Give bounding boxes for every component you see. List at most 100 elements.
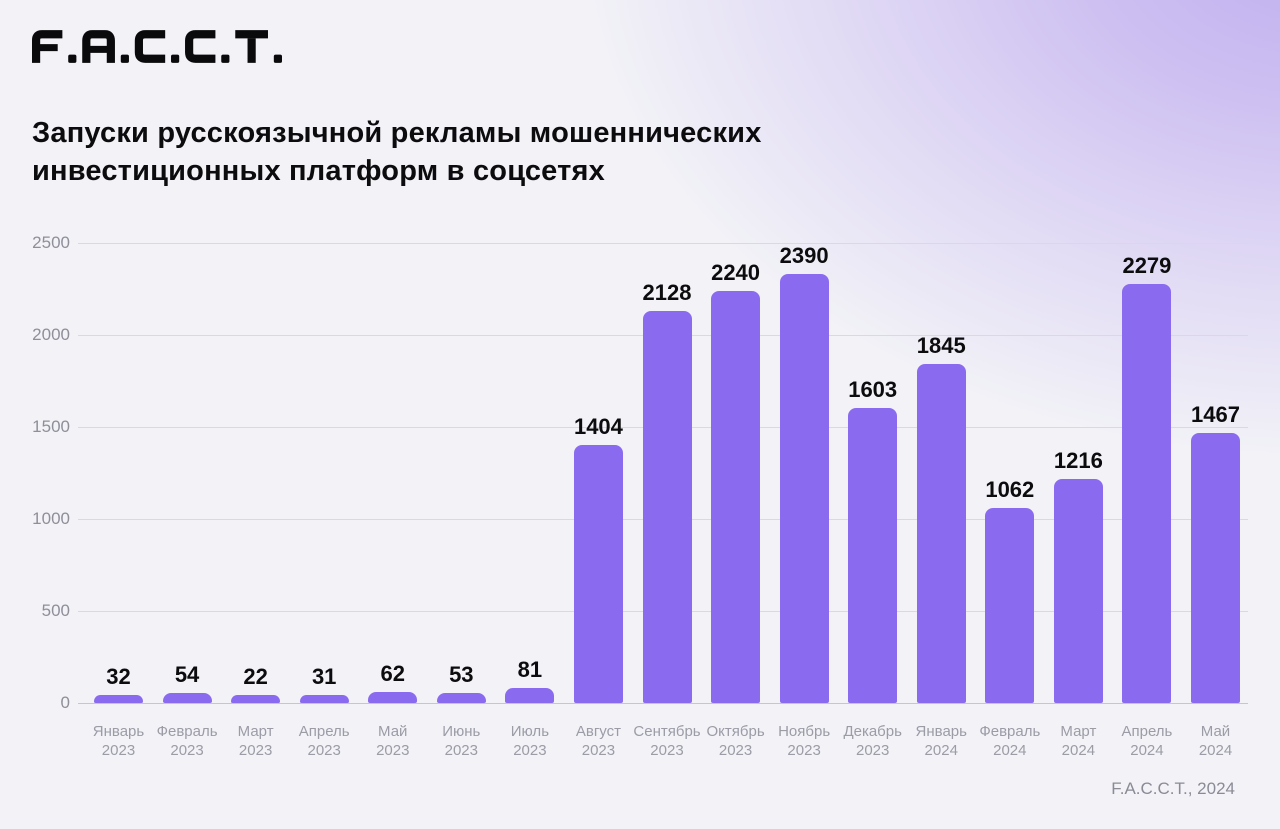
bar-value-label: 1216 xyxy=(1053,448,1103,473)
bar-value-label: 2128 xyxy=(642,280,692,305)
bar-column: 1603 Декабрь 2023 xyxy=(843,243,901,759)
bar xyxy=(436,693,486,703)
source-credit: F.A.C.C.T., 2024 xyxy=(1111,779,1235,798)
x-tick-month: Октябрь xyxy=(706,723,765,740)
bar xyxy=(1053,479,1103,703)
bar xyxy=(299,695,349,703)
bar xyxy=(368,692,418,703)
x-tick-year: 2023 xyxy=(444,742,478,759)
x-axis-tick-label: Февраль 2024 xyxy=(979,722,1040,760)
bars-container: 32 Январь 2023 54 Февраль 2023 22 Март 2023 31 Апр… xyxy=(93,243,1240,759)
x-axis-tick-label: Октябрь 2023 xyxy=(706,722,764,760)
bar xyxy=(231,695,281,703)
bar-column: 81 Июль 2023 xyxy=(505,243,555,759)
bar-value-label: 62 xyxy=(380,661,405,686)
bar-value-label: 1404 xyxy=(573,414,623,439)
x-axis-tick-label: Сентябрь 2023 xyxy=(633,722,700,760)
x-tick-year: 2023 xyxy=(855,742,890,759)
bar-value-label: 2390 xyxy=(779,243,829,268)
x-axis-tick-label: Апрель 2023 xyxy=(299,722,350,760)
bar xyxy=(642,311,692,703)
x-tick-month: Февраль xyxy=(156,723,218,740)
x-axis-tick-label: Январь 2024 xyxy=(916,722,967,760)
x-tick-year: 2024 xyxy=(993,742,1027,759)
x-axis-tick-label: Апрель 2024 xyxy=(1121,722,1172,760)
bar-column: 31 Апрель 2023 xyxy=(299,243,350,759)
x-tick-month: Май xyxy=(378,723,408,740)
bar xyxy=(1122,284,1172,703)
x-tick-year: 2023 xyxy=(650,742,684,759)
y-axis-tick-label-1500: 1500 xyxy=(32,417,70,436)
bar xyxy=(848,408,898,703)
bar xyxy=(94,695,143,703)
x-tick-year: 2024 xyxy=(924,742,958,759)
x-axis-tick-label: Март 2023 xyxy=(238,722,274,760)
bar-column: 1845 Январь 2024 xyxy=(916,243,967,759)
x-tick-month: Март xyxy=(1060,723,1097,740)
bar-column: 62 Май 2023 xyxy=(368,243,418,759)
bar-column: 1404 Август 2023 xyxy=(573,243,623,759)
x-axis-tick-label: Февраль 2023 xyxy=(157,722,218,760)
plot-area: 2500 2000 1500 1000 500 0 32 Январь 2023 54 Феврал… xyxy=(32,233,1248,759)
bar-column: 2240 Октябрь 2023 xyxy=(706,243,764,759)
x-tick-year: 2023 xyxy=(307,742,341,759)
x-tick-year: 2024 xyxy=(1061,742,1096,759)
x-tick-year: 2023 xyxy=(376,742,410,759)
bar xyxy=(505,688,555,703)
chart-title-line1: Запуски русскоязычной рекламы мошенничес… xyxy=(32,117,762,149)
bar xyxy=(779,274,829,703)
x-tick-month: Февраль xyxy=(979,723,1041,740)
x-tick-month: Апрель xyxy=(1121,723,1173,740)
bar-column: 53 Июнь 2023 xyxy=(436,243,486,759)
x-tick-month: Ноябрь xyxy=(778,723,831,740)
bar-column: 1062 Февраль 2024 xyxy=(979,243,1040,759)
bar xyxy=(916,364,966,703)
y-axis-tick-label-1000: 1000 xyxy=(32,509,70,528)
x-tick-month: Август xyxy=(575,723,622,740)
bar xyxy=(573,445,623,703)
x-tick-year: 2023 xyxy=(718,742,753,759)
x-axis-tick-label: Ноябрь 2023 xyxy=(778,722,830,760)
bar-value-label: 81 xyxy=(517,657,543,682)
x-tick-year: 2023 xyxy=(238,742,273,759)
bar-value-label: 54 xyxy=(174,662,200,687)
chart-title: Запуски русскоязычной рекламы мошенничес… xyxy=(32,114,762,190)
bar-value-label: 2279 xyxy=(1122,253,1172,278)
x-tick-year: 2024 xyxy=(1198,742,1233,759)
bar-column: 1216 Март 2024 xyxy=(1053,243,1103,759)
bar xyxy=(162,693,212,703)
x-axis-tick-label: Май 2024 xyxy=(1199,722,1232,760)
x-axis-tick-label: Июнь 2023 xyxy=(442,722,480,760)
x-tick-month: Декабрь xyxy=(843,723,902,740)
bar xyxy=(985,508,1035,703)
bar-value-label: 1845 xyxy=(916,333,966,358)
x-tick-year: 2023 xyxy=(101,742,136,759)
bar-value-label: 1467 xyxy=(1191,402,1240,427)
x-tick-month: Март xyxy=(237,723,274,740)
x-tick-month: Январь xyxy=(92,723,145,740)
y-axis-tick-label-2500: 2500 xyxy=(32,233,70,252)
x-tick-year: 2024 xyxy=(1130,742,1164,759)
bar-value-label: 22 xyxy=(243,664,268,689)
bar xyxy=(711,291,761,703)
gridline-2500 xyxy=(78,243,1248,244)
x-tick-year: 2023 xyxy=(513,742,547,759)
x-tick-month: Май xyxy=(1200,723,1231,740)
bar-value-label: 2240 xyxy=(711,260,761,285)
bar-column: 2390 Ноябрь 2023 xyxy=(778,243,830,759)
x-tick-year: 2023 xyxy=(170,742,204,759)
facct-logo-icon xyxy=(32,30,282,63)
bar-column: 1467 Май 2024 xyxy=(1191,243,1240,759)
bar-value-label: 31 xyxy=(311,664,337,689)
bar xyxy=(1191,433,1240,703)
y-axis-tick-label-2000: 2000 xyxy=(32,325,70,344)
bar-column: 22 Март 2023 xyxy=(231,243,281,759)
x-axis-tick-label: Март 2024 xyxy=(1060,722,1096,760)
bar-value-label: 1603 xyxy=(848,377,898,402)
bar-column: 32 Январь 2023 xyxy=(93,243,144,759)
x-axis-tick-label: Август 2023 xyxy=(576,722,621,760)
x-axis-tick-label: Декабрь 2023 xyxy=(843,722,901,760)
x-axis-tick-label: Январь 2023 xyxy=(93,722,144,760)
x-tick-month: Июнь xyxy=(442,723,481,740)
